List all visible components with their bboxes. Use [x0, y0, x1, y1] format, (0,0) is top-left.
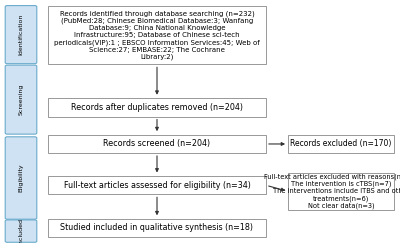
FancyBboxPatch shape	[288, 173, 394, 210]
Text: Included: Included	[18, 217, 24, 243]
Text: Full-text articles assessed for eligibility (n=34): Full-text articles assessed for eligibil…	[64, 181, 250, 190]
FancyBboxPatch shape	[48, 219, 266, 237]
Text: Records identified through database searching (n=232)
(PubMed:28; Chinese Biomed: Records identified through database sear…	[54, 10, 260, 60]
Text: Screening: Screening	[18, 84, 24, 115]
FancyBboxPatch shape	[5, 137, 37, 219]
Text: Identification: Identification	[18, 14, 24, 55]
FancyBboxPatch shape	[48, 176, 266, 194]
FancyBboxPatch shape	[288, 135, 394, 153]
Text: Records after duplicates removed (n=204): Records after duplicates removed (n=204)	[71, 103, 243, 112]
FancyBboxPatch shape	[48, 6, 266, 64]
FancyBboxPatch shape	[5, 6, 37, 64]
FancyBboxPatch shape	[5, 65, 37, 134]
FancyBboxPatch shape	[5, 220, 37, 242]
FancyBboxPatch shape	[48, 98, 266, 117]
Text: Eligibility: Eligibility	[18, 164, 24, 192]
Text: Full-text articles excluded with reasons(n=16)
The intervention is cTBS(n=7)
The: Full-text articles excluded with reasons…	[264, 173, 400, 209]
Text: Records screened (n=204): Records screened (n=204)	[104, 139, 210, 148]
Text: Records excluded (n=170): Records excluded (n=170)	[290, 139, 392, 148]
Text: Studied included in qualitative synthesis (n=18): Studied included in qualitative synthesi…	[60, 223, 254, 232]
FancyBboxPatch shape	[48, 135, 266, 153]
